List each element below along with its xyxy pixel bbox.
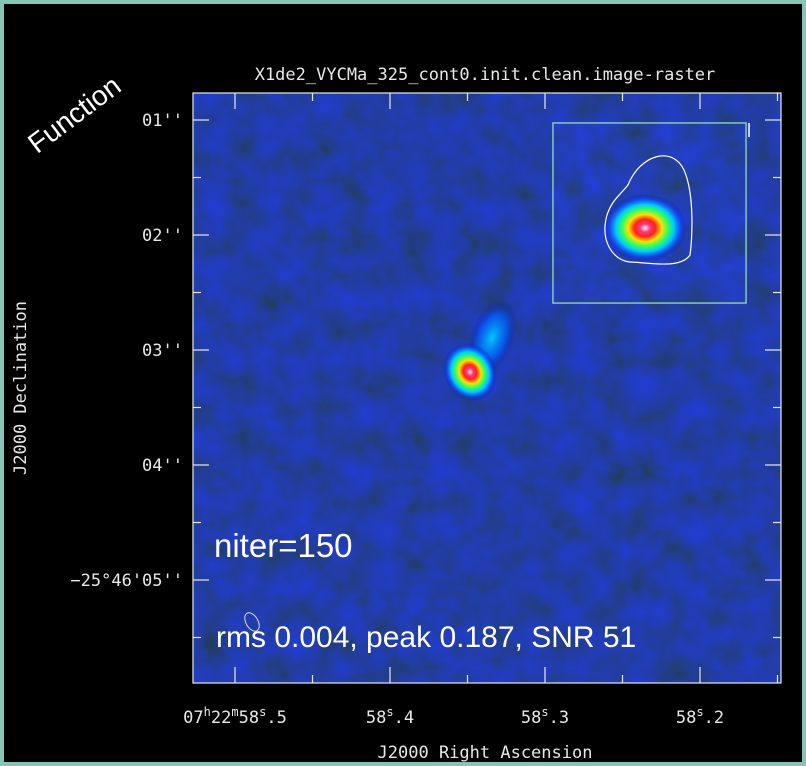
label-part: .5 bbox=[266, 708, 286, 728]
unit-superscript: s bbox=[386, 705, 393, 719]
y-tick-label: 03'' bbox=[142, 341, 183, 361]
label-part: 22 bbox=[211, 708, 231, 728]
unit-superscript: h bbox=[204, 705, 211, 719]
y-tick-label: −25°46'05'' bbox=[70, 571, 183, 591]
label-part: 58 bbox=[676, 708, 696, 728]
label-part: 58 bbox=[521, 708, 541, 728]
inset-source bbox=[603, 194, 687, 262]
screenshot: X1de2_VYCMa_325_cont0.init.clean.image-r… bbox=[0, 0, 806, 766]
label-part: 58 bbox=[239, 708, 259, 728]
label-part: 07 bbox=[183, 708, 203, 728]
y-tick-label: 02'' bbox=[142, 226, 183, 246]
y-tick-label: 04'' bbox=[142, 456, 183, 476]
unit-superscript: s bbox=[259, 705, 266, 719]
label-part: .2 bbox=[704, 708, 724, 728]
label-part: .4 bbox=[394, 708, 414, 728]
y-tick-label: 01'' bbox=[142, 111, 183, 131]
x-axis-label: J2000 Right Ascension bbox=[378, 743, 593, 763]
plot-title: X1de2_VYCMa_325_cont0.init.clean.image-r… bbox=[255, 65, 716, 85]
niter-label: niter=150 bbox=[214, 527, 353, 564]
unit-superscript: s bbox=[696, 705, 703, 719]
label-part: 58 bbox=[366, 708, 386, 728]
stats-label: rms 0.004, peak 0.187, SNR 51 bbox=[216, 621, 636, 654]
y-axis-label: J2000 Declination bbox=[11, 301, 31, 475]
unit-superscript: m bbox=[231, 705, 238, 719]
label-part: .3 bbox=[549, 708, 569, 728]
unit-superscript: s bbox=[541, 705, 548, 719]
